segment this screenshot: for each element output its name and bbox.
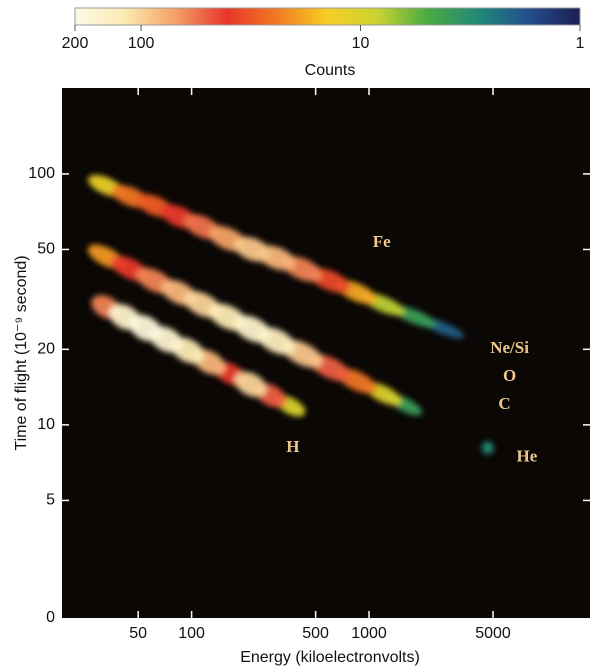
colorbar-tick-label: 100: [128, 35, 155, 52]
tracks: [87, 175, 494, 455]
colorbar: [74, 7, 581, 26]
annotation: H: [286, 437, 299, 456]
annotation: C: [498, 394, 510, 413]
y-tick-label: 100: [28, 165, 55, 182]
track-cell: [234, 371, 267, 398]
y-origin-label: 0: [46, 609, 55, 626]
plot-area: [62, 88, 590, 618]
x-tick-label: 5000: [475, 625, 511, 642]
annotation: He: [517, 447, 538, 466]
y-tick-label: 10: [37, 416, 55, 433]
x-tick-label: 1000: [351, 625, 387, 642]
colorbar-tick-label: 10: [352, 35, 370, 52]
x-tick-label: 50: [129, 625, 147, 642]
y-axis-label: Time of flight (10⁻⁹ second): [13, 255, 30, 450]
track-cell: [128, 314, 163, 342]
colorbar-tick-label: 1: [576, 35, 585, 52]
x-tick-label: 500: [302, 625, 329, 642]
x-tick-label: 100: [178, 625, 205, 642]
x-axis-label: Energy (kiloelectronvolts): [240, 649, 420, 666]
y-tick-label: 20: [37, 341, 55, 358]
y-tick-label: 5: [46, 492, 55, 509]
colorbar-label: Counts: [305, 62, 356, 79]
annotation: Ne/Si: [490, 338, 529, 357]
track-cell: [481, 441, 494, 455]
track-cell: [233, 236, 271, 262]
colorbar-tick-label: 200: [62, 35, 89, 52]
y-tick-label: 50: [37, 241, 55, 258]
track-cell: [233, 315, 272, 343]
annotation: O: [503, 366, 516, 385]
annotation: Fe: [373, 232, 391, 251]
